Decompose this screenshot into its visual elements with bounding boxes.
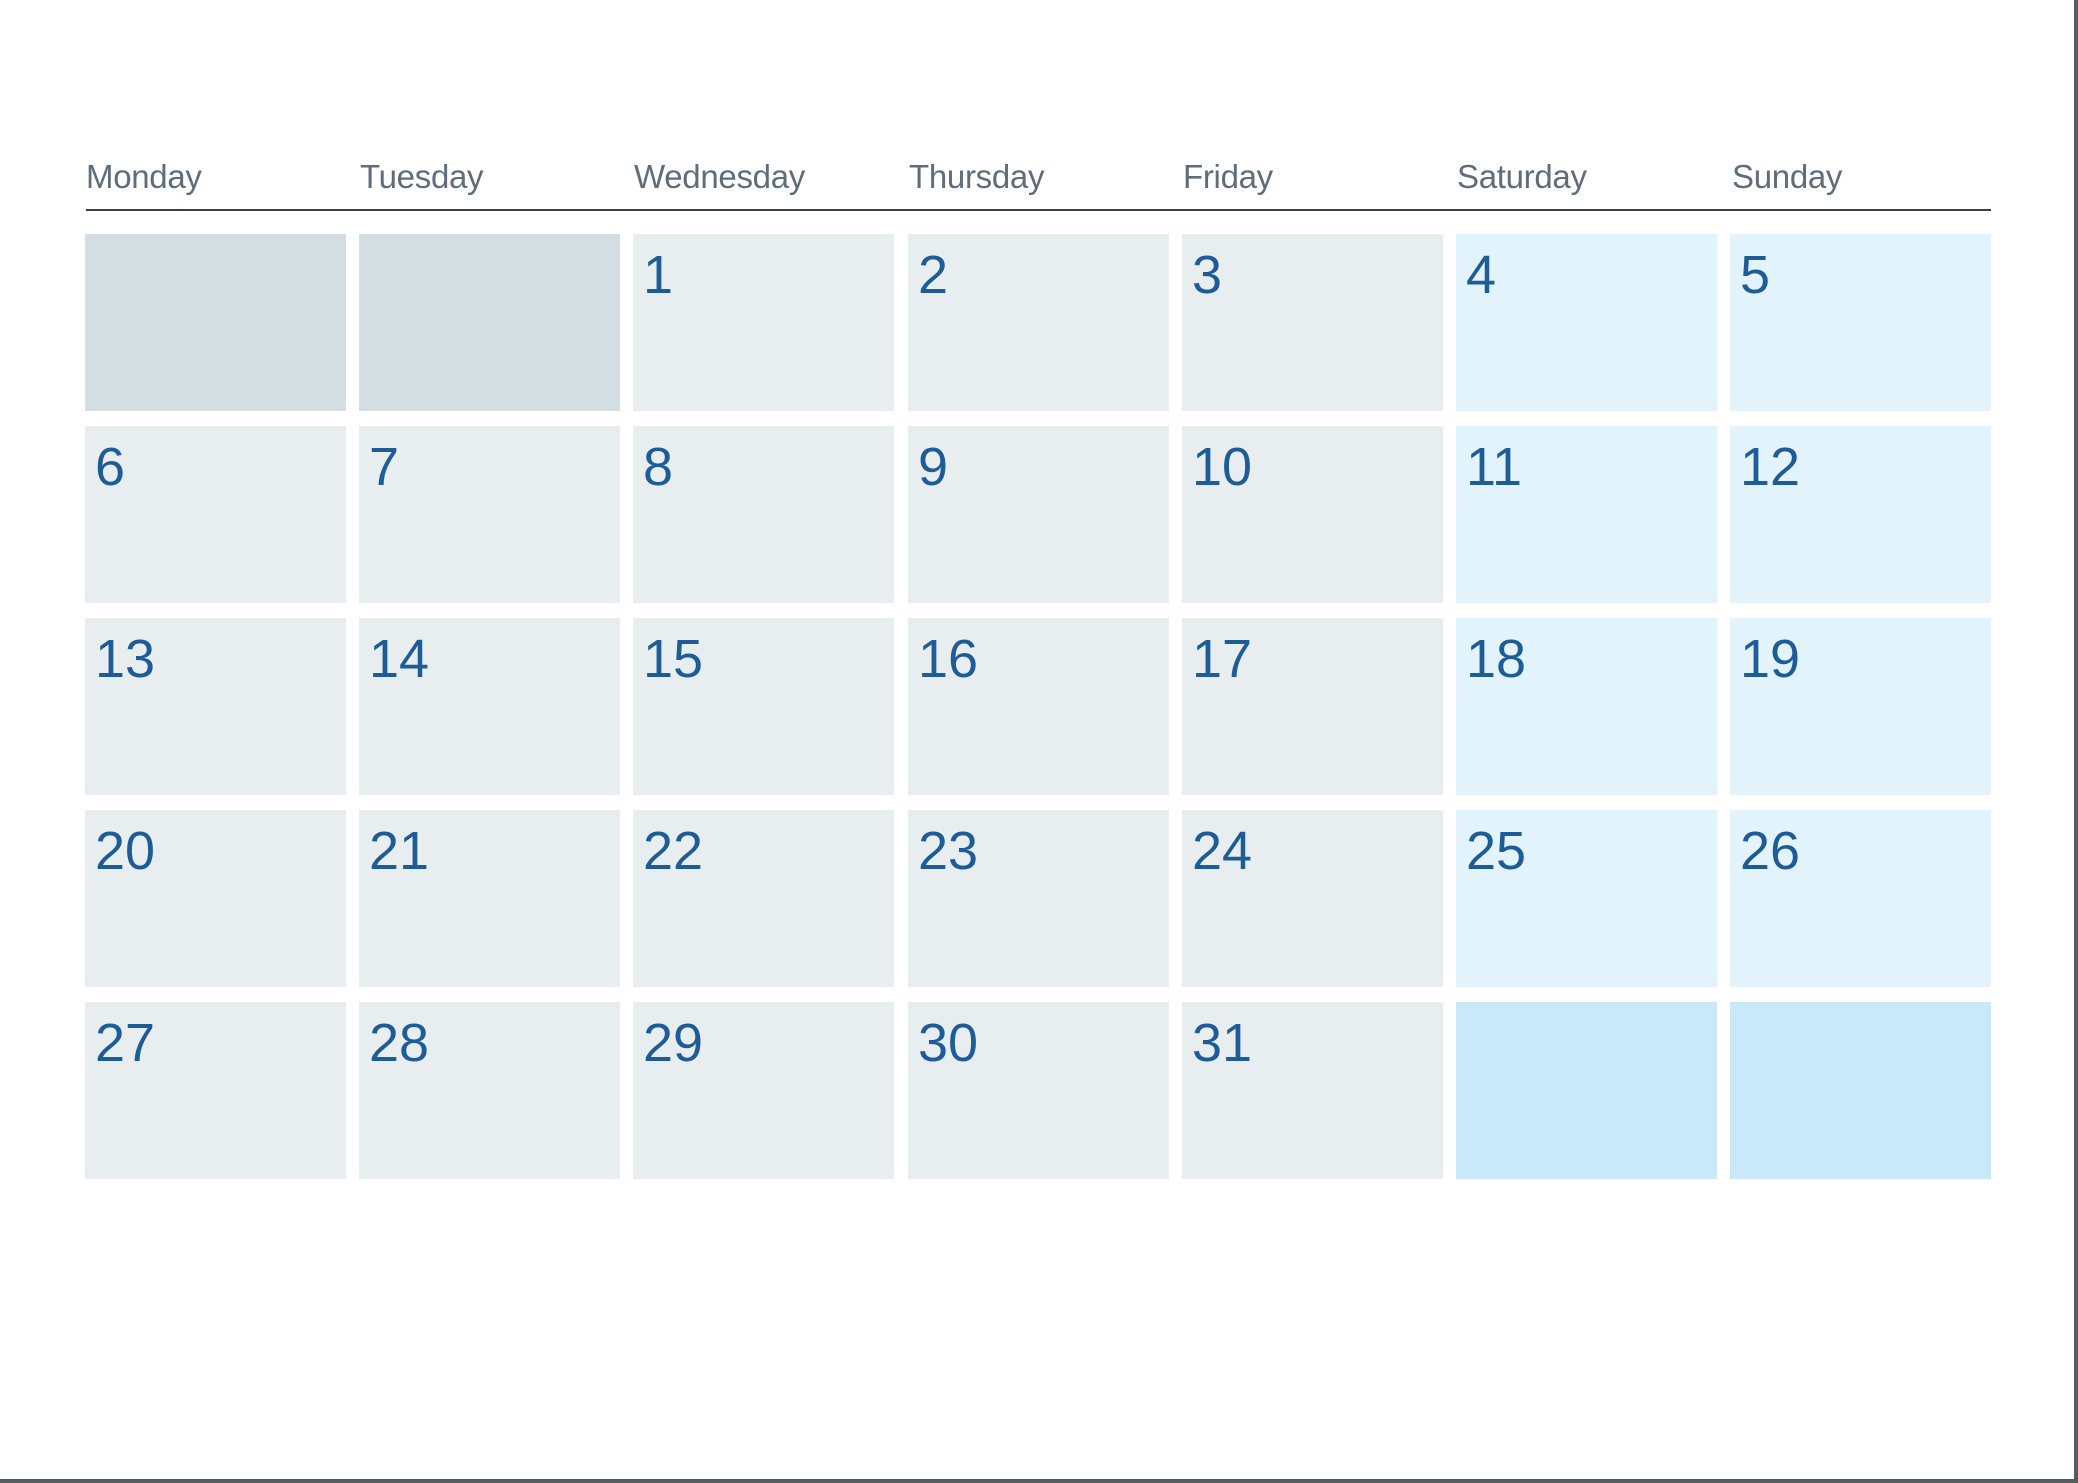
day-cell: 14 [359,618,620,795]
day-number: 14 [369,629,430,689]
day-number: 25 [1466,821,1527,881]
day-number: 30 [918,1013,979,1073]
day-label-friday: Friday [1183,158,1273,195]
day-number: 5 [1740,245,1771,305]
day-cell: 10 [1182,426,1443,603]
day-number: 9 [918,437,949,497]
day-number: 12 [1740,437,1801,497]
empty-day-cell [1456,1002,1717,1179]
day-cell: 17 [1182,618,1443,795]
day-cell: 5 [1730,234,1991,411]
day-number: 4 [1466,245,1497,305]
day-cell: 6 [85,426,346,603]
day-label-sunday: Sunday [1732,158,1843,195]
day-cell: 4 [1456,234,1717,411]
day-number: 1 [643,245,674,305]
empty-day-cell [1730,1002,1991,1179]
day-cell: 18 [1456,618,1717,795]
day-cell: 13 [85,618,346,795]
day-number: 22 [643,821,704,881]
day-cell: 1 [633,234,894,411]
day-number: 8 [643,437,674,497]
day-cell: 24 [1182,810,1443,987]
day-number: 15 [643,629,704,689]
day-number: 16 [918,629,979,689]
day-cell: 30 [908,1002,1169,1179]
day-number: 24 [1192,821,1253,881]
day-cell: 20 [85,810,346,987]
weekday-header: Monday Tuesday Wednesday Thursday Friday… [86,155,1991,211]
day-cell: 11 [1456,426,1717,603]
day-number: 3 [1192,245,1223,305]
page-border-bottom [0,1479,2078,1483]
day-number: 17 [1192,629,1253,689]
day-cell: 29 [633,1002,894,1179]
day-number: 18 [1466,629,1527,689]
day-number: 2 [918,245,949,305]
page-border-right [2074,0,2078,1483]
calendar-grid: 1 2 3 4 5 6 7 8 9 10 11 12 13 14 15 16 17 18 19 20 21 22 23 24 2… [85,234,1991,1179]
day-number: 29 [643,1013,704,1073]
day-number: 23 [918,821,979,881]
day-label-saturday: Saturday [1457,158,1587,195]
empty-day-cell [359,234,620,411]
day-cell: 27 [85,1002,346,1179]
day-label-thursday: Thursday [909,158,1045,195]
empty-day-cell [85,234,346,411]
day-cell: 19 [1730,618,1991,795]
day-number: 26 [1740,821,1801,881]
day-cell: 15 [633,618,894,795]
day-number: 21 [369,821,430,881]
day-number: 10 [1192,437,1253,497]
day-cell: 7 [359,426,620,603]
day-number: 7 [369,437,400,497]
day-cell: 21 [359,810,620,987]
day-cell: 12 [1730,426,1991,603]
day-number: 28 [369,1013,430,1073]
day-number: 13 [95,629,156,689]
day-cell: 31 [1182,1002,1443,1179]
day-label-tuesday: Tuesday [360,158,484,195]
day-cell: 26 [1730,810,1991,987]
day-cell: 22 [633,810,894,987]
day-number: 20 [95,821,156,881]
day-number: 27 [95,1013,156,1073]
day-cell: 9 [908,426,1169,603]
day-cell: 25 [1456,810,1717,987]
day-number: 11 [1466,437,1523,497]
day-cell: 28 [359,1002,620,1179]
day-label-wednesday: Wednesday [634,158,805,195]
day-cell: 3 [1182,234,1443,411]
day-number: 31 [1192,1013,1253,1073]
day-cell: 16 [908,618,1169,795]
day-number: 6 [95,437,126,497]
day-cell: 2 [908,234,1169,411]
day-cell: 23 [908,810,1169,987]
day-cell: 8 [633,426,894,603]
day-number: 19 [1740,629,1801,689]
day-label-monday: Monday [86,158,202,195]
